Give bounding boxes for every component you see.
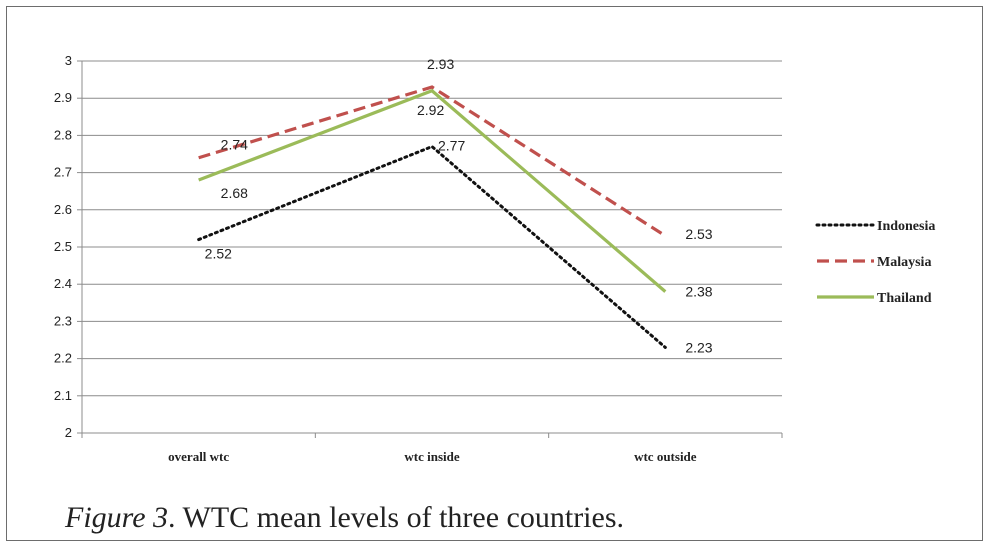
y-tick-label: 2.8 xyxy=(54,127,72,142)
series-line-thailand xyxy=(198,88,667,293)
legend-label-malaysia: Malaysia xyxy=(877,255,931,270)
y-tick-label: 2.7 xyxy=(54,165,72,180)
data-label-malaysia: 2.53 xyxy=(685,226,712,242)
y-tick-label: 2.2 xyxy=(54,351,72,366)
series-line-malaysia xyxy=(198,85,667,238)
y-tick-label: 2.4 xyxy=(54,276,72,291)
data-label-thailand: 2.92 xyxy=(417,102,444,118)
y-tick-label: 2.5 xyxy=(54,239,72,254)
data-label-indonesia: 2.52 xyxy=(205,246,232,262)
y-tick-label: 2.1 xyxy=(54,388,72,403)
data-label-indonesia: 2.23 xyxy=(685,339,712,355)
data-label-thailand: 2.38 xyxy=(685,284,712,300)
figure-frame: 2 2.1 2.2 2.3 2.4 2.5 2.6 2.7 2.8 2.9 3 overall wtc… xyxy=(6,6,983,541)
data-label-indonesia: 2.77 xyxy=(438,138,465,154)
data-label-malaysia: 2.93 xyxy=(427,56,454,72)
y-tick-label: 3 xyxy=(65,53,72,68)
y-tick-label: 2.9 xyxy=(54,90,72,105)
y-tick-label: 2 xyxy=(65,425,72,440)
legend-label-thailand: Thailand xyxy=(877,291,932,306)
figure-caption-text: . WTC mean levels of three countries. xyxy=(168,501,625,534)
x-tick-label: wtc inside xyxy=(404,449,459,464)
figure-caption: Figure 3. WTC mean levels of three count… xyxy=(65,501,624,535)
data-label-malaysia: 2.74 xyxy=(221,137,248,153)
series-line-indonesia xyxy=(197,144,667,349)
figure-caption-label: Figure 3 xyxy=(65,501,169,534)
x-tick-label: overall wtc xyxy=(168,449,229,464)
x-tick-label: wtc outside xyxy=(634,449,697,464)
legend-label-indonesia: Indonesia xyxy=(877,219,935,234)
y-tick-label: 2.6 xyxy=(54,202,72,217)
y-tick-label: 2.3 xyxy=(54,313,72,328)
data-label-thailand: 2.68 xyxy=(221,185,248,201)
